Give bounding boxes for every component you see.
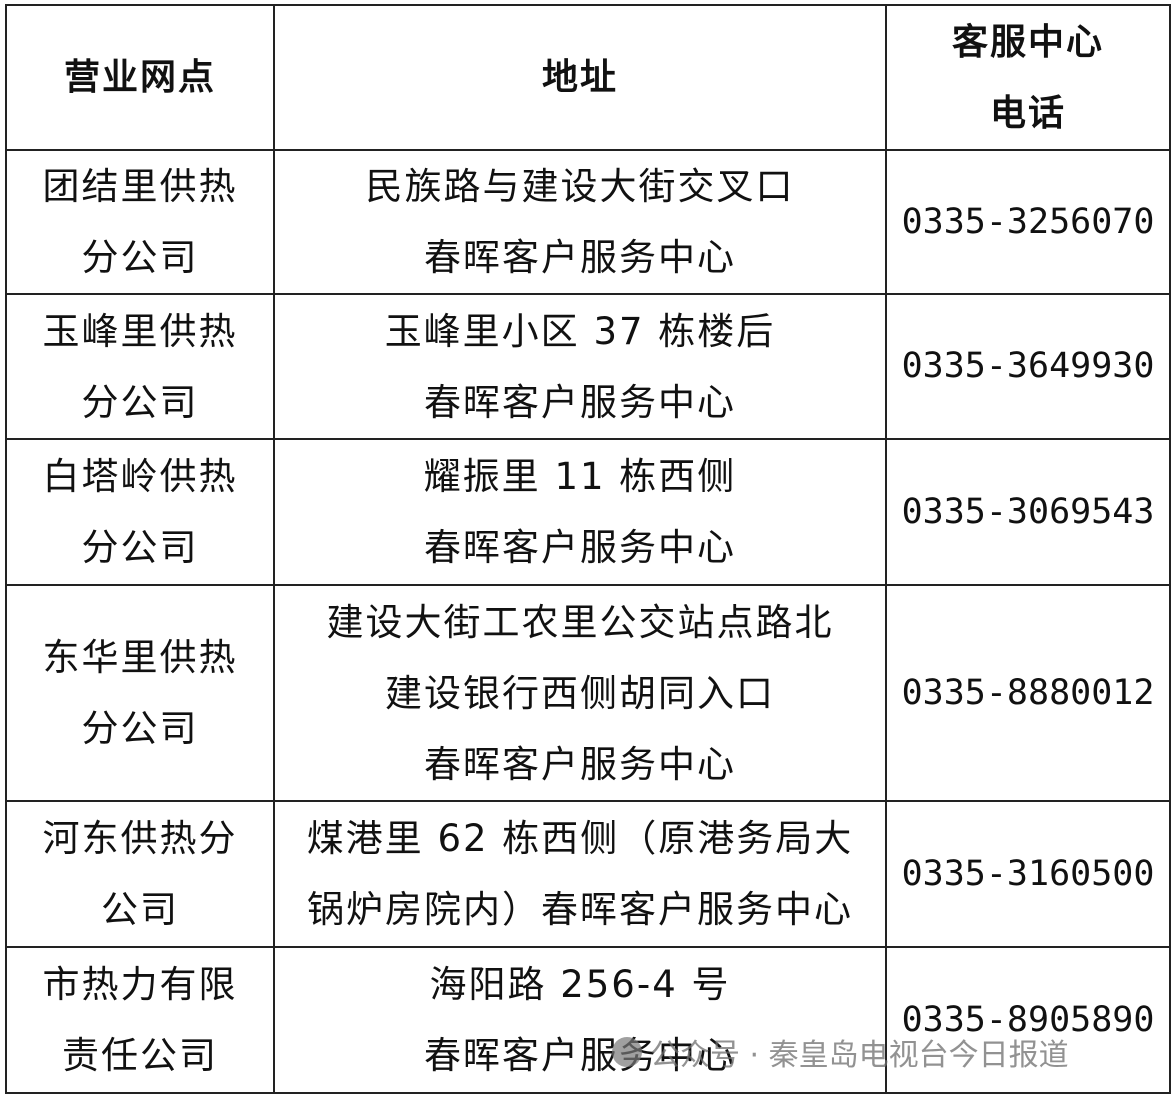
header-address: 地址 xyxy=(273,4,887,151)
header-text: 电话 xyxy=(989,92,1066,134)
table-row: 市热力有限 责任公司 海阳路 256-4 号春晖客户服务中心 0335-8905890 xyxy=(5,946,1171,1094)
branch-cell-line: 责任公司 xyxy=(62,1034,218,1077)
table-row: 白塔岭供热 分公司 耀振里 11 栋西侧 春晖客户服务中心 0335-3069543 xyxy=(5,438,1171,586)
branch-cell-line: 白塔岭供热 xyxy=(42,455,238,498)
address-cell: 耀振里 11 栋西侧 春晖客户服务中心 xyxy=(273,438,887,586)
branch-cell: 玉峰里供热 分公司 xyxy=(5,293,275,440)
phone-cell: 0335-3160500 xyxy=(885,800,1171,948)
address-cell-line: 建设大街工农里公交站点路北 xyxy=(326,600,834,644)
address-cell-line: 春晖客户服务中心 xyxy=(424,742,736,786)
address-cell-line: 煤港里 62 栋西侧（原港务局大 xyxy=(306,817,854,860)
branch-cell-line: 分公司 xyxy=(81,707,199,750)
phone-cell: 0335-3069543 xyxy=(885,438,1171,586)
header-branch: 营业网点 xyxy=(5,4,275,151)
phone-cell: 0335-3256070 xyxy=(885,149,1171,295)
wechat-icon xyxy=(612,1037,642,1067)
table-row: 河东供热分 公司 煤港里 62 栋西侧（原港务局大 锅炉房院内）春晖客户服务中心 033… xyxy=(5,800,1171,948)
branch-cell: 白塔岭供热 分公司 xyxy=(5,438,275,586)
address-cell-line: 建设银行西侧胡同入口 xyxy=(385,671,775,715)
branch-cell-line: 东华里供热 xyxy=(42,636,238,679)
branch-cell: 市热力有限 责任公司 xyxy=(5,946,275,1094)
branch-cell-line: 玉峰里供热 xyxy=(42,309,238,353)
header-text: 地址 xyxy=(541,57,618,98)
address-cell-line: 锅炉房院内）春晖客户服务中心 xyxy=(307,888,853,931)
address-cell: 玉峰里小区 37 栋楼后 春晖客户服务中心 xyxy=(273,293,887,440)
watermark: 公众号 · 秦皇岛电视台今日报道 xyxy=(612,1030,1069,1074)
table-row: 玉峰里供热 分公司 玉峰里小区 37 栋楼后 春晖客户服务中心 0335-3649930 xyxy=(5,293,1171,440)
branch-cell-line: 公司 xyxy=(101,888,179,931)
address-cell-line: 春晖客户服务中心 xyxy=(424,380,736,424)
address-cell-line: 海阳路 256-4 号 xyxy=(429,963,731,1006)
table-row: 东华里供热 分公司 建设大街工农里公交站点路北 建设银行西侧胡同入口 春晖客户服务中心 0… xyxy=(5,584,1171,802)
address-cell-line: 民族路与建设大街交叉口 xyxy=(365,165,795,208)
address-cell: 煤港里 62 栋西侧（原港务局大 锅炉房院内）春晖客户服务中心 xyxy=(273,800,887,948)
table-row: 团结里供热 分公司 民族路与建设大街交叉口 春晖客户服务中心 0335-3256070 xyxy=(5,149,1171,295)
header-phone: 客服中心 电话 xyxy=(885,4,1171,151)
address-cell: 民族路与建设大街交叉口 春晖客户服务中心 xyxy=(273,149,887,295)
phone-cell: 0335-8880012 xyxy=(885,584,1171,802)
header-text: 客服中心 xyxy=(951,21,1104,63)
header-text: 营业网点 xyxy=(63,57,216,98)
branch-cell-line: 分公司 xyxy=(81,236,199,279)
header-row: 营业网点 地址 客服中心电话 xyxy=(5,4,1171,151)
address-cell-line: 春晖客户服务中心 xyxy=(424,1034,736,1077)
branch-cell-line: 团结里供热 xyxy=(42,165,238,208)
branch-cell-line: 市热力有限 xyxy=(42,963,238,1006)
branch-cell: 河东供热分 公司 xyxy=(5,800,275,948)
address-cell-line: 春晖客户服务中心 xyxy=(424,236,736,279)
branch-cell-line: 河东供热分 xyxy=(42,817,238,860)
phone-cell: 0335-8905890 xyxy=(885,946,1171,1094)
watermark-text: 公众号 · 秦皇岛电视台今日报道 xyxy=(650,1038,1069,1073)
branch-cell-line: 分公司 xyxy=(81,380,199,424)
address-cell: 海阳路 256-4 号春晖客户服务中心 xyxy=(273,946,887,1094)
branch-cell: 团结里供热 分公司 xyxy=(5,149,275,295)
service-center-table: 营业网点 地址 客服中心 电话 团结里供热 分公司 民族路与建设大街交叉口 春晖客户服务… xyxy=(5,4,1171,1094)
branch-cell-line: 分公司 xyxy=(81,526,199,569)
address-cell: 建设大街工农里公交站点路北 建设银行西侧胡同入口 春晖客户服务中心 xyxy=(273,584,887,802)
address-cell-line: 耀振里 11 栋西侧 xyxy=(423,455,737,498)
phone-cell: 0335-3649930 xyxy=(885,293,1171,440)
branch-cell: 东华里供热 分公司 xyxy=(5,584,275,802)
address-cell-line: 春晖客户服务中心 xyxy=(424,526,736,569)
address-cell-line: 玉峰里小区 37 栋楼后 xyxy=(384,309,776,353)
